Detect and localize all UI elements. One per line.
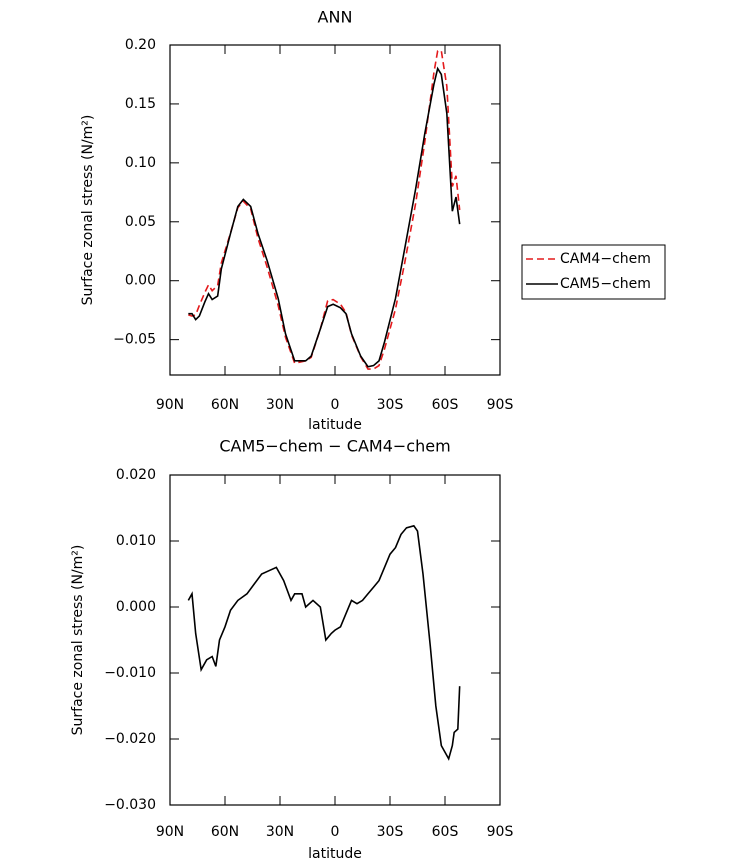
x-tick-label: 30N bbox=[266, 397, 294, 413]
y-tick-label: 0.000 bbox=[116, 599, 156, 615]
y-tick-label: 0.05 bbox=[125, 214, 156, 230]
x-tick-label: 90N bbox=[156, 397, 184, 413]
x-tick-label: 60S bbox=[432, 824, 459, 840]
chart-title: CAM5−chem − CAM4−chem bbox=[219, 437, 450, 456]
data-line bbox=[188, 66, 461, 368]
y-tick-label: 0.10 bbox=[125, 155, 156, 171]
y-tick-label: −0.05 bbox=[113, 332, 156, 348]
legend-box bbox=[521, 244, 666, 300]
y-tick-label: −0.030 bbox=[104, 797, 156, 813]
y-tick-label: 0.010 bbox=[116, 533, 156, 549]
plot-frame bbox=[169, 44, 501, 376]
y-tick-label: −0.020 bbox=[104, 731, 156, 747]
y-tick-label: 0.020 bbox=[116, 467, 156, 483]
x-tick-label: 90N bbox=[156, 824, 184, 840]
chart-title: ANN bbox=[318, 8, 353, 27]
x-tick-label: 0 bbox=[331, 397, 340, 413]
x-tick-label: 60S bbox=[432, 397, 459, 413]
data-line bbox=[188, 50, 461, 370]
panel: ANN latitude Surface zonal stress (N/m²) 90… bbox=[80, 8, 666, 433]
x-axis-title: latitude bbox=[308, 846, 362, 862]
x-tick-label: 90S bbox=[487, 824, 514, 840]
y-tick-label: −0.010 bbox=[104, 665, 156, 681]
x-tick-label: 60N bbox=[211, 397, 239, 413]
x-tick-label: 30S bbox=[377, 397, 404, 413]
x-tick-label: 30S bbox=[377, 824, 404, 840]
y-axis-title: Surface zonal stress (N/m²) bbox=[70, 545, 86, 736]
panel: CAM5−chem − CAM4−chem latitude Surface zon… bbox=[70, 437, 513, 863]
x-tick-label: 0 bbox=[331, 824, 340, 840]
x-axis-title: latitude bbox=[308, 417, 362, 433]
y-tick-label: 0.20 bbox=[125, 37, 156, 53]
x-tick-label: 90S bbox=[487, 397, 514, 413]
plot-frame bbox=[169, 474, 501, 806]
y-axis-title: Surface zonal stress (N/m²) bbox=[80, 115, 96, 306]
y-tick-label: 0.00 bbox=[125, 273, 156, 289]
legend-label: CAM5−chem bbox=[560, 276, 651, 292]
x-tick-label: 30N bbox=[266, 824, 294, 840]
legend-label: CAM4−chem bbox=[560, 251, 651, 267]
data-line bbox=[187, 524, 461, 761]
x-tick-label: 60N bbox=[211, 824, 239, 840]
y-tick-label: 0.15 bbox=[125, 96, 156, 112]
